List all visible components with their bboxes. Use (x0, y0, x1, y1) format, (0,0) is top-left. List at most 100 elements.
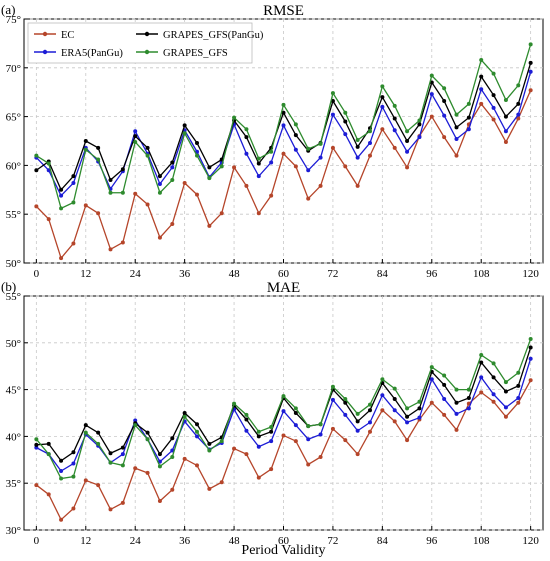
data-point (306, 424, 311, 429)
data-point (170, 454, 175, 459)
data-point (256, 161, 261, 166)
legend-marker (144, 49, 150, 55)
data-point (466, 127, 471, 132)
data-point (318, 141, 323, 146)
data-point (355, 411, 360, 416)
data-point (207, 165, 212, 170)
rmse-title: RMSE (263, 3, 304, 19)
data-point (392, 103, 397, 108)
data-point (516, 396, 521, 401)
data-point (269, 425, 274, 430)
data-point (83, 203, 88, 208)
rmse-y-axis: 50° 55° 60° 65° 70° 75° (6, 14, 28, 270)
data-point (405, 414, 410, 419)
data-point (120, 190, 125, 195)
legend-label: GRAPES_GFS (163, 48, 228, 59)
data-point (368, 402, 372, 407)
data-point (442, 98, 447, 103)
data-point (232, 115, 237, 120)
y-tick-label: 55° (6, 291, 21, 303)
data-point (281, 151, 286, 156)
data-point (281, 394, 286, 399)
data-point (157, 452, 162, 457)
data-point (405, 129, 410, 134)
data-point (442, 396, 447, 401)
data-point (182, 180, 187, 185)
data-point (83, 147, 88, 152)
x-tick-label: 12 (80, 268, 91, 280)
data-point (479, 352, 484, 357)
legend-item: ERA5(PanGu) (34, 48, 123, 59)
data-point (479, 87, 484, 92)
data-point (182, 414, 187, 419)
data-point (503, 98, 508, 103)
data-point (71, 180, 76, 185)
data-point (417, 406, 422, 411)
x-tick-label: 48 (229, 535, 241, 547)
data-point (182, 123, 187, 128)
data-point (83, 430, 88, 435)
data-point (368, 153, 372, 158)
data-point (244, 135, 249, 140)
mae-x-axis: 0 12 24 36 48 60 72 84 96 108 120 (34, 526, 539, 547)
data-point (528, 42, 533, 47)
data-point (429, 92, 434, 97)
data-point (417, 122, 422, 127)
y-tick-label: 35° (6, 478, 21, 490)
data-point (466, 387, 471, 392)
legend-item: EC (34, 30, 74, 41)
y-tick-label: 70° (6, 63, 21, 75)
data-point (516, 370, 521, 375)
data-point (34, 153, 39, 158)
data-point (368, 429, 372, 434)
x-tick-label: 36 (179, 535, 191, 547)
data-point (503, 405, 508, 410)
data-point (46, 441, 51, 446)
data-point (368, 420, 372, 425)
data-point (429, 377, 434, 382)
data-point (293, 122, 298, 127)
data-point (207, 486, 212, 491)
data-point (429, 400, 434, 405)
data-point (306, 437, 311, 442)
data-point (491, 105, 496, 110)
data-point (195, 434, 199, 439)
data-point (516, 101, 521, 106)
x-tick-label: 36 (179, 268, 191, 280)
data-point (318, 454, 323, 459)
data-point (256, 174, 261, 179)
mae-panel: 30° 35° 40° 45° 50° 55° 0 12 24 36 48 60 72 84 96 108 1… (1, 279, 544, 547)
data-point (442, 412, 447, 417)
data-point (182, 131, 187, 136)
y-tick-label: 40° (6, 431, 21, 443)
data-point (330, 145, 335, 150)
x-tick-label: 60 (278, 535, 290, 547)
data-point (170, 178, 175, 183)
data-point (170, 487, 175, 492)
data-point (170, 160, 175, 165)
data-point (71, 174, 76, 179)
data-point (120, 445, 125, 450)
data-point (256, 211, 261, 216)
data-point (195, 422, 199, 427)
data-point (405, 420, 410, 425)
data-point (34, 445, 39, 450)
data-point (417, 118, 422, 123)
data-point (256, 156, 261, 161)
rmse-panel: 50° 55° 60° 65° 70° 75° 0 12 24 36 48 60 72 84 96 108 1… (1, 2, 544, 280)
data-point (466, 406, 471, 411)
legend-item: GRAPES_GFS (136, 48, 228, 59)
data-point (528, 60, 533, 65)
data-point (380, 408, 385, 413)
data-point (479, 101, 484, 106)
data-point (479, 390, 484, 395)
data-point (380, 104, 385, 109)
data-point (392, 408, 397, 413)
data-point (59, 256, 64, 261)
data-point (120, 167, 125, 172)
data-point (83, 139, 88, 143)
legend: EC ERA5(PanGu) GRAPES_GFS(PanGu) GRAPES_GFS (27, 22, 264, 64)
data-point (454, 387, 459, 392)
rmse-x-axis: 0 12 24 36 48 60 72 84 96 108 120 (34, 259, 539, 280)
data-point (120, 500, 125, 505)
